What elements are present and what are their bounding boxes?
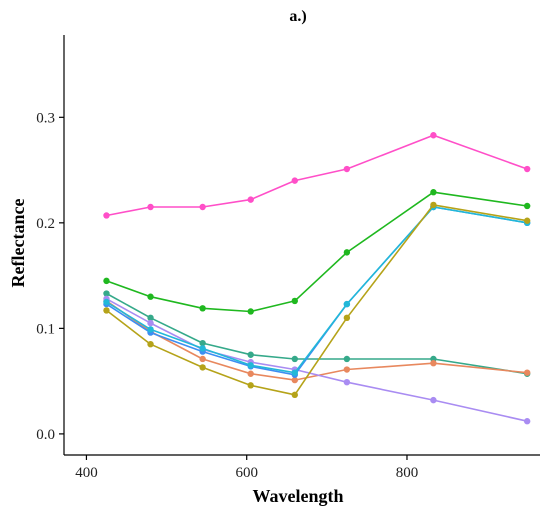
data-point: [343, 300, 351, 308]
data-point: [199, 345, 206, 352]
series-4: [103, 297, 531, 384]
data-point: [343, 366, 351, 373]
data-point: [291, 177, 298, 184]
data-point: [199, 364, 206, 371]
data-point: [103, 307, 110, 314]
data-point: [291, 376, 298, 384]
data-point: [430, 189, 437, 196]
data-point: [147, 314, 154, 322]
y-tick-label: 0.3: [36, 110, 55, 126]
x-tick-label: 600: [235, 465, 258, 481]
data-point: [430, 201, 437, 209]
data-point: [103, 290, 110, 297]
series-line: [106, 204, 528, 396]
data-point: [199, 203, 206, 211]
data-point: [247, 362, 254, 369]
data-point: [343, 378, 351, 386]
y-tick-label: 0.2: [36, 216, 55, 232]
x-tick-label: 400: [75, 465, 98, 481]
data-point: [343, 355, 351, 363]
series-line: [106, 191, 528, 313]
data-point: [103, 277, 110, 285]
x-axis-title: Wavelength: [252, 486, 343, 506]
data-point: [199, 339, 206, 347]
data-point: [247, 351, 254, 358]
data-point: [291, 355, 298, 363]
data-point: [523, 369, 531, 376]
series-line: [106, 298, 528, 422]
series-line: [106, 206, 528, 374]
y-tick-label: 0.1: [36, 321, 55, 337]
series-3: [103, 290, 531, 377]
x-tick-label: 800: [396, 465, 419, 481]
data-point: [523, 418, 531, 425]
data-point: [291, 297, 298, 305]
data-point: [247, 308, 254, 315]
data-point: [343, 165, 351, 173]
series-line: [106, 206, 528, 376]
data-point: [199, 305, 206, 312]
data-point: [343, 249, 351, 256]
series-2: [103, 189, 531, 315]
data-point: [147, 203, 154, 211]
plot-area: [103, 132, 531, 425]
series-line: [106, 300, 528, 381]
data-point: [147, 340, 154, 348]
data-point: [147, 293, 154, 300]
data-point: [147, 326, 154, 333]
data-point: [523, 217, 531, 224]
y-axis-ticks: 0.0 0.1 0.2 0.3: [36, 110, 64, 443]
data-point: [343, 314, 351, 322]
data-point: [247, 370, 254, 377]
data-point: [430, 396, 437, 404]
series-8: [103, 201, 531, 399]
y-tick-label: 0.0: [36, 427, 55, 443]
y-axis-title: Reflectance: [8, 199, 28, 288]
series-line: [106, 292, 528, 375]
data-point: [103, 212, 110, 219]
data-point: [430, 359, 437, 367]
data-point: [523, 202, 531, 210]
data-point: [291, 369, 298, 376]
data-point: [430, 132, 437, 139]
series-7: [103, 203, 531, 376]
series-line: [106, 134, 528, 217]
data-point: [247, 382, 254, 389]
data-point: [291, 391, 298, 399]
data-point: [199, 355, 206, 363]
data-point: [247, 196, 254, 203]
series-1: [103, 132, 531, 219]
data-point: [523, 165, 531, 173]
data-point: [103, 298, 110, 306]
x-axis-ticks: 400 600 800: [75, 455, 418, 481]
chart-title: a.): [289, 8, 306, 25]
series-5: [103, 295, 531, 425]
data-point: [147, 319, 154, 327]
